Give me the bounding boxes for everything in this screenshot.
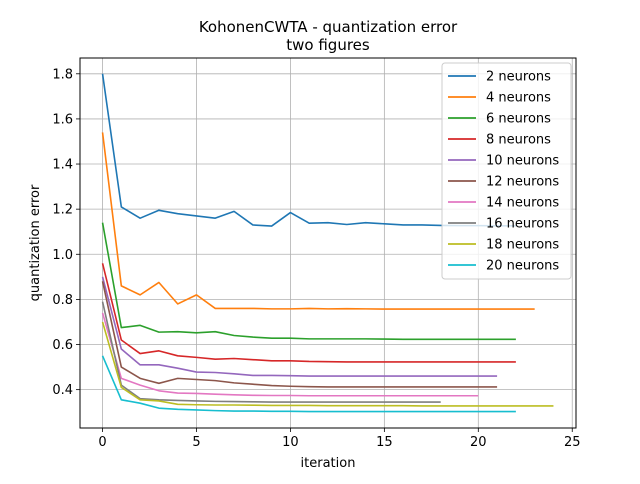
x-tick-label: 20 — [470, 435, 487, 450]
series-line-4 — [101, 263, 516, 363]
series-line-3 — [101, 222, 516, 341]
x-axis: 0 5 10 15 20 25 — [98, 428, 581, 450]
x-tick-label: 10 — [282, 435, 299, 450]
y-tick-label: 0.6 — [52, 338, 73, 353]
series-line-10 — [101, 355, 516, 413]
y-tick-label: 0.8 — [52, 293, 73, 308]
legend-label: 10 neurons — [486, 154, 559, 169]
plot-frame — [79, 57, 577, 429]
y-tick-label: 1.0 — [52, 248, 73, 263]
series-line-7 — [101, 312, 479, 397]
x-tick-label: 0 — [98, 435, 106, 450]
y-tick-label: 1.2 — [52, 203, 73, 218]
legend-label: 14 neurons — [486, 196, 559, 211]
legend-label: 6 neurons — [486, 112, 551, 127]
legend: 2 neurons 4 neurons 6 neurons 8 neurons 10 n… — [441, 62, 572, 280]
series-line-2 — [101, 132, 535, 310]
x-axis-label: iteration — [301, 456, 356, 471]
series-line-5 — [101, 276, 498, 377]
chart-title: KohonenCWTA - quantization error — [199, 18, 458, 36]
x-tick-label: 15 — [376, 435, 393, 450]
legend-label: 2 neurons — [486, 70, 551, 85]
legend-label: 4 neurons — [486, 91, 551, 106]
y-axis-label: quantization error — [28, 184, 43, 301]
series-line-6 — [101, 281, 498, 388]
legend-box — [441, 62, 572, 280]
series-layer — [101, 73, 554, 413]
series-line-8 — [101, 301, 441, 403]
y-tick-label: 1.4 — [52, 158, 73, 173]
x-tick-label: 5 — [192, 435, 200, 450]
legend-label: 12 neurons — [486, 175, 559, 190]
x-tick-label: 25 — [564, 435, 581, 450]
chart-subtitle: two figures — [286, 36, 370, 54]
y-tick-label: 1.8 — [52, 67, 73, 82]
y-tick-label: 1.6 — [52, 112, 73, 127]
legend-label: 16 neurons — [486, 217, 559, 232]
legend-label: 20 neurons — [486, 259, 559, 274]
y-tick-label: 0.4 — [52, 383, 73, 398]
series-line-9 — [101, 321, 554, 407]
y-axis: 0.4 0.6 0.8 1.0 1.2 1.4 1.6 1.8 — [52, 67, 80, 398]
legend-label: 18 neurons — [486, 238, 559, 253]
legend-label: 8 neurons — [486, 133, 551, 148]
